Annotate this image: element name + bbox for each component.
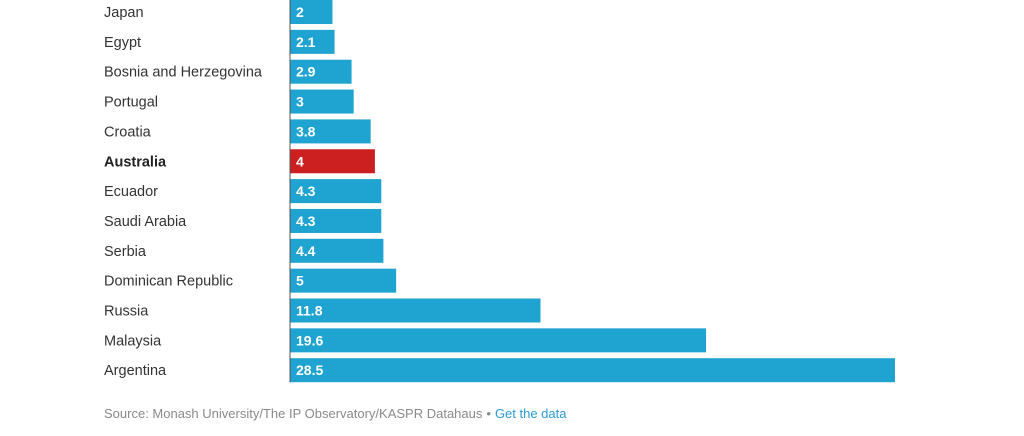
bar-value-label: 2.1 bbox=[296, 34, 316, 50]
bar bbox=[290, 119, 371, 144]
bar-value-label: 11.8 bbox=[296, 303, 323, 319]
category-label: Australia bbox=[104, 154, 167, 170]
category-label: Croatia bbox=[104, 124, 152, 140]
bar bbox=[290, 238, 384, 263]
bar bbox=[290, 89, 354, 114]
category-label: Japan bbox=[104, 5, 144, 21]
bar-value-label: 2 bbox=[296, 4, 304, 20]
bar bbox=[290, 29, 335, 54]
category-label: Portugal bbox=[104, 95, 158, 111]
source-line: Source: Monash University/The IP Observa… bbox=[104, 406, 567, 421]
bar-value-label: 19.6 bbox=[296, 332, 323, 348]
source-text: Source: Monash University/The IP Observa… bbox=[104, 406, 483, 421]
category-label: Russia bbox=[104, 304, 149, 320]
bar bbox=[290, 59, 352, 84]
bar bbox=[290, 0, 333, 24]
bar-value-label: 2.9 bbox=[296, 64, 316, 80]
category-label: Bosnia and Herzegovina bbox=[104, 65, 263, 81]
category-label: Saudi Arabia bbox=[104, 214, 187, 230]
category-label: Malaysia bbox=[104, 333, 162, 349]
bar-value-label: 3 bbox=[296, 94, 304, 110]
bar bbox=[290, 358, 895, 383]
bar bbox=[290, 208, 382, 233]
bar-value-label: 4.3 bbox=[296, 183, 316, 199]
source-separator: • bbox=[486, 406, 491, 421]
category-label: Dominican Republic bbox=[104, 274, 233, 290]
category-label: Argentina bbox=[104, 363, 167, 379]
bar-chart: Japan 2 Egypt 2.1 Bosnia and Herzegovina 2.9 P… bbox=[104, 0, 895, 383]
bar bbox=[290, 328, 707, 353]
bar-value-label: 3.8 bbox=[296, 123, 316, 139]
bar bbox=[290, 149, 375, 174]
bar-value-label: 4.4 bbox=[296, 243, 316, 259]
category-label: Egypt bbox=[104, 35, 141, 51]
bar bbox=[290, 179, 382, 204]
category-label: Serbia bbox=[104, 244, 147, 260]
bar-value-label: 4.3 bbox=[296, 213, 316, 229]
bar-value-label: 4 bbox=[296, 153, 304, 169]
bar bbox=[290, 298, 541, 323]
get-the-data-link[interactable]: Get the data bbox=[494, 406, 567, 421]
bar bbox=[290, 268, 397, 293]
bar-value-label: 5 bbox=[296, 273, 304, 289]
bar-value-label: 28.5 bbox=[296, 362, 323, 378]
category-label: Ecuador bbox=[104, 184, 158, 200]
